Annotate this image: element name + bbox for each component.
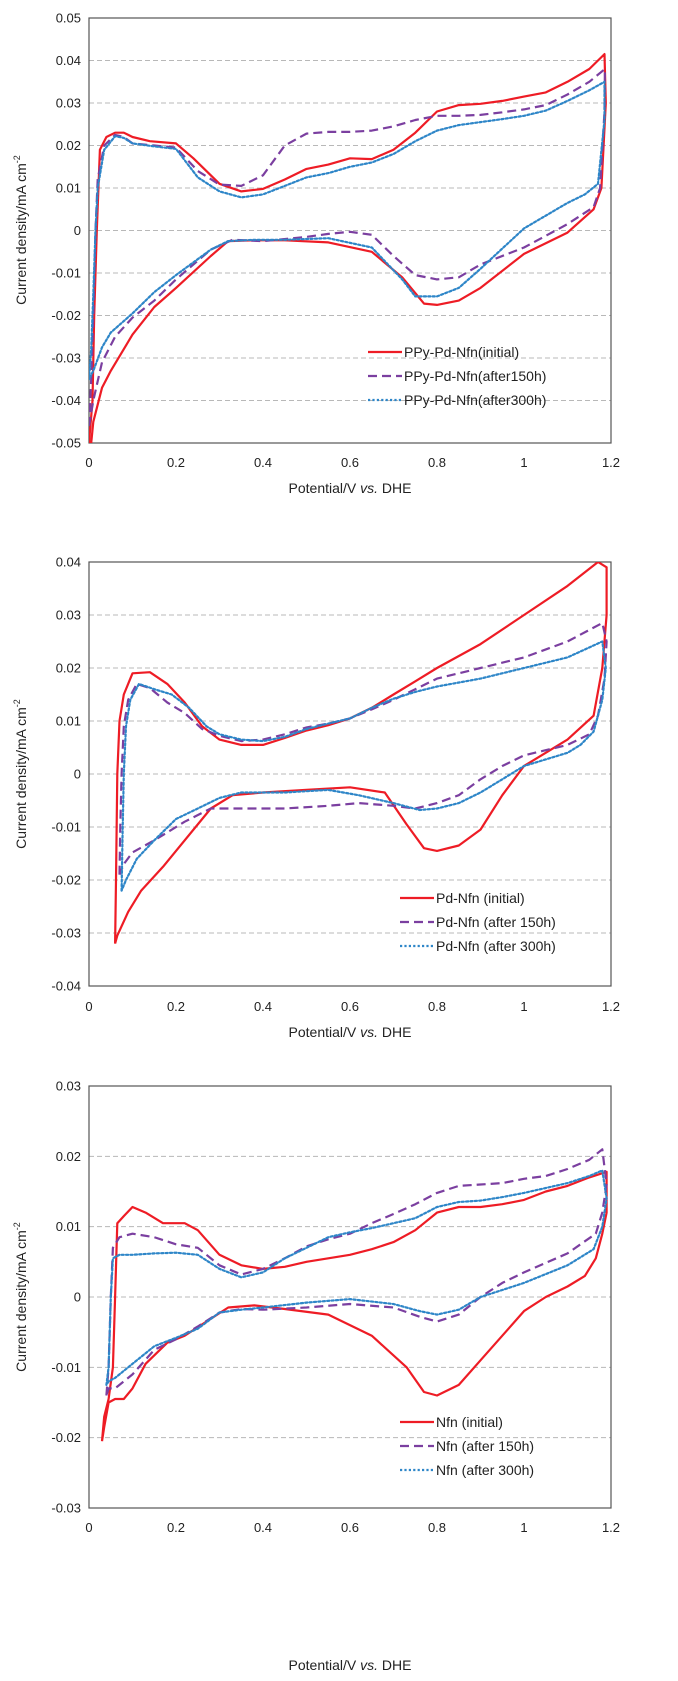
y-axis-title-main: Current density/mA cm bbox=[13, 163, 29, 305]
x-axis-title-tail: DHE bbox=[378, 480, 411, 496]
x-tick-label: 0.8 bbox=[428, 455, 446, 470]
y-axis-title: Current density/mA cm-2 bbox=[12, 699, 29, 849]
y-tick-label: -0.02 bbox=[51, 308, 81, 323]
legend-label: PPy-Pd-Nfn(after300h) bbox=[404, 392, 546, 408]
y-tick-label: 0.02 bbox=[56, 1149, 81, 1164]
y-tick-label: 0.03 bbox=[56, 1079, 81, 1094]
x-tick-label: 0.8 bbox=[428, 999, 446, 1014]
x-tick-label: 1.2 bbox=[602, 999, 620, 1014]
x-axis-title: Potential/V vs. DHE bbox=[289, 1657, 412, 1673]
y-axis-title: Current density/mA cm-2 bbox=[12, 155, 29, 305]
x-tick-label: 0.4 bbox=[254, 1520, 272, 1535]
x-axis-title-main: Potential/V bbox=[289, 1657, 361, 1673]
y-tick-label: 0.02 bbox=[56, 661, 81, 676]
y-tick-label: 0.01 bbox=[56, 1219, 81, 1234]
x-tick-label: 0.6 bbox=[341, 999, 359, 1014]
chart-panel-3: -0.03 -0.02 -0.01 0 0.01 0.02 0.03 0 0.2 0.4 0.6 0.… bbox=[12, 1079, 620, 1674]
y-axis-title-main: Current density/mA cm bbox=[13, 707, 29, 849]
series-line-1 bbox=[89, 53, 607, 443]
y-tick-label: 0.03 bbox=[56, 608, 81, 623]
plot-frame bbox=[88, 17, 612, 444]
legend-label: PPy-Pd-Nfn(initial) bbox=[404, 344, 519, 360]
legend: Nfn (initial) Nfn (after 150h) Nfn (after … bbox=[400, 1414, 534, 1478]
legend-label: Pd-Nfn (initial) bbox=[436, 890, 525, 906]
plot-frame bbox=[88, 1085, 612, 1509]
x-tick-label: 1 bbox=[520, 455, 527, 470]
y-tick-label: 0 bbox=[74, 1290, 81, 1305]
x-axis-title-italic: vs. bbox=[360, 480, 378, 496]
series-line-3 bbox=[105, 1169, 608, 1386]
y-tick-label: 0.05 bbox=[56, 11, 81, 26]
legend-label: Nfn (initial) bbox=[436, 1414, 503, 1430]
legend: PPy-Pd-Nfn(initial) PPy-Pd-Nfn(after150h)… bbox=[368, 344, 546, 408]
legend-label: Pd-Nfn (after 150h) bbox=[436, 914, 556, 930]
legend: Pd-Nfn (initial) Pd-Nfn (after 150h) Pd-Nf… bbox=[400, 890, 556, 954]
y-tick-label: -0.04 bbox=[51, 979, 81, 994]
y-axis-title-superscript: -2 bbox=[12, 155, 22, 163]
chart-panel-1: -0.05 -0.04 -0.03 -0.02 -0.01 0 0.01 0.02 0.03 0.… bbox=[12, 11, 620, 497]
y-tick-label: -0.04 bbox=[51, 393, 81, 408]
y-tick-label: -0.01 bbox=[51, 266, 81, 281]
y-tick-label: 0.04 bbox=[56, 555, 81, 570]
y-axis-title-main: Current density/mA cm bbox=[13, 1230, 29, 1372]
x-tick-label: 1 bbox=[520, 1520, 527, 1535]
y-axis-title-superscript: -2 bbox=[12, 1222, 22, 1230]
x-tick-label: 0 bbox=[85, 1520, 92, 1535]
x-tick-label: 0.2 bbox=[167, 1520, 185, 1535]
y-tick-label: 0.03 bbox=[56, 96, 81, 111]
x-tick-label: 0 bbox=[85, 455, 92, 470]
legend-label: PPy-Pd-Nfn(after150h) bbox=[404, 368, 546, 384]
x-axis-title: Potential/V vs. DHE bbox=[289, 1024, 412, 1040]
x-tick-label: 0.2 bbox=[167, 999, 185, 1014]
x-tick-label: 1 bbox=[520, 999, 527, 1014]
legend-label: Pd-Nfn (after 300h) bbox=[436, 938, 556, 954]
legend-label: Nfn (after 300h) bbox=[436, 1462, 534, 1478]
x-axis-title-italic: vs. bbox=[360, 1657, 378, 1673]
x-tick-label: 0.6 bbox=[341, 455, 359, 470]
y-axis-title: Current density/mA cm-2 bbox=[12, 1222, 29, 1372]
y-tick-label: -0.03 bbox=[51, 351, 81, 366]
series-line-3 bbox=[89, 80, 606, 381]
x-axis-title-main: Potential/V bbox=[289, 1024, 361, 1040]
series-line-2 bbox=[105, 1148, 608, 1396]
x-tick-label: 0.4 bbox=[254, 455, 272, 470]
x-tick-label: 0.2 bbox=[167, 455, 185, 470]
y-tick-label: -0.02 bbox=[51, 873, 81, 888]
y-tick-label: -0.01 bbox=[51, 1360, 81, 1375]
x-tick-label: 1.2 bbox=[602, 1520, 620, 1535]
plot-frame bbox=[88, 561, 612, 987]
x-axis-title-tail: DHE bbox=[378, 1657, 411, 1673]
y-tick-label: 0.04 bbox=[56, 53, 81, 68]
x-axis-title-tail: DHE bbox=[378, 1024, 411, 1040]
x-tick-label: 0.8 bbox=[428, 1520, 446, 1535]
x-axis-title: Potential/V vs. DHE bbox=[289, 480, 412, 496]
y-tick-label: -0.03 bbox=[51, 1501, 81, 1516]
legend-label: Nfn (after 150h) bbox=[436, 1438, 534, 1454]
series-line-1 bbox=[100, 1170, 608, 1442]
y-tick-label: 0 bbox=[74, 767, 81, 782]
series-line-2 bbox=[118, 621, 608, 876]
y-axis-title-superscript: -2 bbox=[12, 699, 22, 707]
y-tick-label: -0.05 bbox=[51, 436, 81, 451]
chart-panel-2: -0.04 -0.03 -0.02 -0.01 0 0.01 0.02 0.03 0.04 0 0.… bbox=[12, 555, 620, 1041]
x-axis-title-italic: vs. bbox=[360, 1024, 378, 1040]
x-tick-label: 0.4 bbox=[254, 999, 272, 1014]
y-tick-label: -0.03 bbox=[51, 926, 81, 941]
y-tick-label: 0 bbox=[74, 223, 81, 238]
x-axis-title-main: Potential/V bbox=[289, 480, 361, 496]
series-line-3 bbox=[120, 640, 607, 892]
y-tick-label: -0.02 bbox=[51, 1430, 81, 1445]
y-tick-label: -0.01 bbox=[51, 820, 81, 835]
y-tick-label: 0.01 bbox=[56, 181, 81, 196]
x-tick-label: 1.2 bbox=[602, 455, 620, 470]
x-tick-label: 0.6 bbox=[341, 1520, 359, 1535]
y-tick-label: 0.02 bbox=[56, 138, 81, 153]
x-tick-label: 0 bbox=[85, 999, 92, 1014]
y-tick-label: 0.01 bbox=[56, 714, 81, 729]
